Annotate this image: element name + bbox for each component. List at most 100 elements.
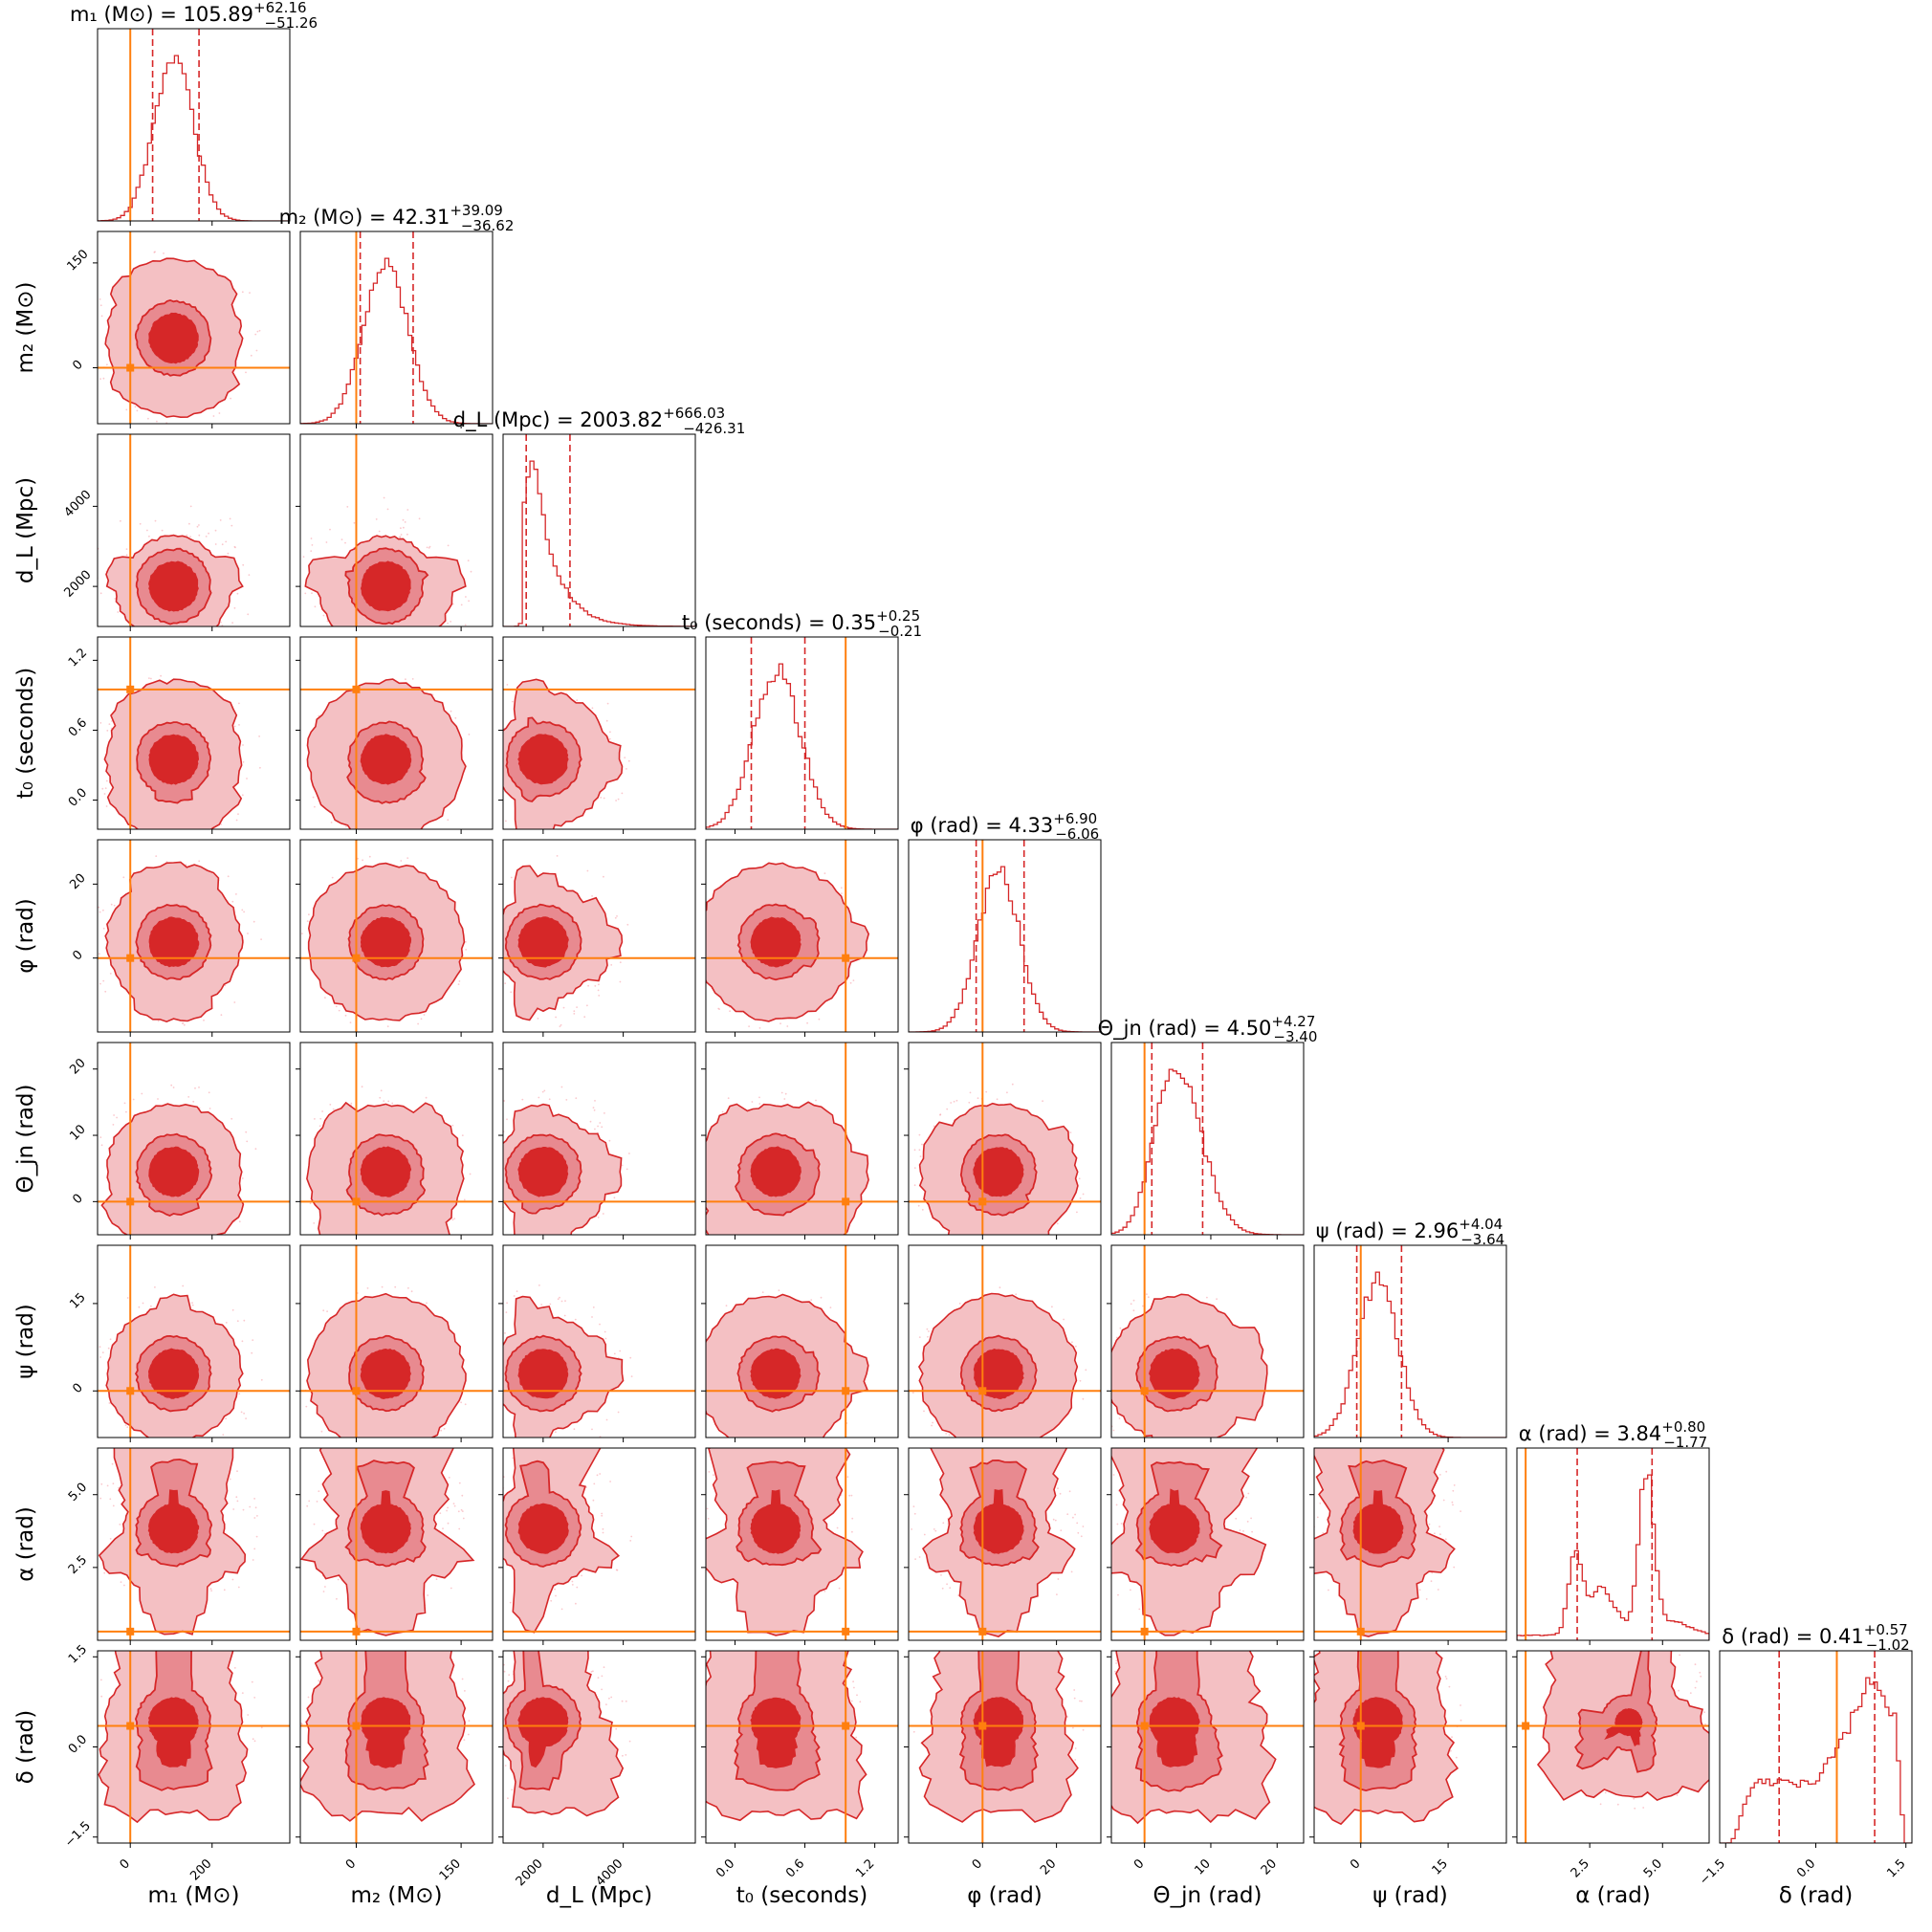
sample-point [467, 1733, 470, 1736]
panel-theta-vs-t0 [701, 1042, 899, 1240]
sample-point [550, 1599, 553, 1602]
sample-point [252, 1738, 254, 1741]
sample-point [484, 1135, 486, 1137]
sample-point [111, 1462, 114, 1465]
panel-frame [502, 433, 696, 627]
sample-point [472, 1506, 474, 1508]
sample-point [583, 1016, 586, 1019]
sample-point [192, 1100, 195, 1103]
sample-point [447, 544, 450, 547]
sample-point [549, 1648, 551, 1650]
sample-point [254, 333, 257, 336]
sample-point [1428, 1523, 1431, 1526]
sample-point [314, 605, 317, 608]
sample-point [447, 819, 450, 822]
sample-point [462, 1517, 465, 1520]
sample-point [560, 1608, 563, 1611]
panel-content [498, 1284, 695, 1438]
sample-point [387, 654, 389, 656]
sample-point [977, 1097, 979, 1100]
panel-frame [97, 433, 291, 627]
sample-point [1250, 1517, 1252, 1520]
sample-point [418, 517, 421, 520]
sample-point [340, 633, 341, 635]
sample-point [416, 1245, 418, 1247]
sample-point [101, 787, 104, 790]
sample-point [941, 1587, 944, 1590]
histogram-m2 [300, 257, 493, 424]
sample-point [512, 1457, 515, 1460]
sample-point [483, 883, 485, 885]
truth-marker [126, 1197, 135, 1206]
sample-point [490, 877, 492, 879]
contour-level-3 [1149, 1488, 1200, 1554]
sample-point [912, 1505, 915, 1507]
panel-theta-vs-dL [484, 1042, 696, 1240]
panel-theta-vs-phi [904, 1042, 1102, 1240]
sample-point [968, 1101, 971, 1104]
sample-point [1094, 1395, 1096, 1397]
sample-point [851, 1530, 853, 1533]
sample-point [487, 1659, 489, 1661]
sample-point [913, 1149, 916, 1152]
panel-frame [299, 1244, 494, 1438]
sample-point [1079, 1197, 1082, 1199]
contour-level-3 [360, 916, 412, 968]
sample-point [609, 731, 611, 734]
sample-point [167, 1442, 169, 1444]
sample-point [419, 829, 421, 831]
sample-point [167, 843, 169, 845]
sample-point [585, 1486, 587, 1488]
sample-point [429, 1242, 431, 1244]
sample-point [180, 1247, 182, 1249]
sample-point [220, 1014, 223, 1017]
sample-point [601, 1675, 604, 1678]
sample-point [1082, 1193, 1085, 1196]
sample-point [120, 519, 121, 522]
sample-point [487, 692, 489, 694]
panel-frame [299, 636, 494, 830]
sample-point [622, 1754, 624, 1757]
contour-level-3 [517, 1147, 569, 1197]
sample-point [913, 1184, 916, 1187]
sample-point [498, 1331, 500, 1333]
sample-point [1235, 1517, 1238, 1520]
sample-point [329, 1104, 332, 1106]
sample-point [496, 944, 498, 946]
sample-point [89, 358, 91, 360]
sample-point [346, 506, 349, 508]
sample-point [364, 1241, 366, 1243]
contour-level-3 [147, 1348, 200, 1399]
sample-point [1119, 1327, 1122, 1329]
sample-point [1439, 1533, 1441, 1536]
truth-marker [352, 1722, 361, 1730]
sample-point [250, 354, 252, 357]
sample-point [628, 1153, 630, 1154]
sample-point [191, 1302, 193, 1305]
sample-point [381, 1638, 383, 1640]
sample-point [509, 1601, 512, 1604]
sample-point [238, 1220, 241, 1223]
panel-frame [908, 1042, 1102, 1236]
sample-point [494, 1698, 496, 1700]
sample-point [926, 1328, 929, 1330]
sample-point [494, 752, 496, 754]
sample-point [1437, 1589, 1439, 1591]
sample-point [379, 645, 381, 647]
sample-point [917, 1204, 920, 1207]
sample-point [231, 1237, 232, 1239]
panel-theta-vs-m2 [296, 1042, 494, 1247]
sample-point [241, 291, 244, 294]
sample-point [116, 1116, 118, 1119]
sample-point [189, 536, 191, 538]
sample-point [258, 329, 261, 332]
sample-point [423, 1014, 426, 1016]
sample-point [761, 1291, 764, 1293]
sample-point [1102, 1480, 1104, 1482]
sample-point [233, 545, 236, 548]
sample-point [139, 522, 142, 525]
sample-point [513, 1295, 516, 1297]
sample-point [708, 1471, 711, 1473]
sample-point [471, 1704, 472, 1706]
sample-point [417, 1022, 419, 1025]
